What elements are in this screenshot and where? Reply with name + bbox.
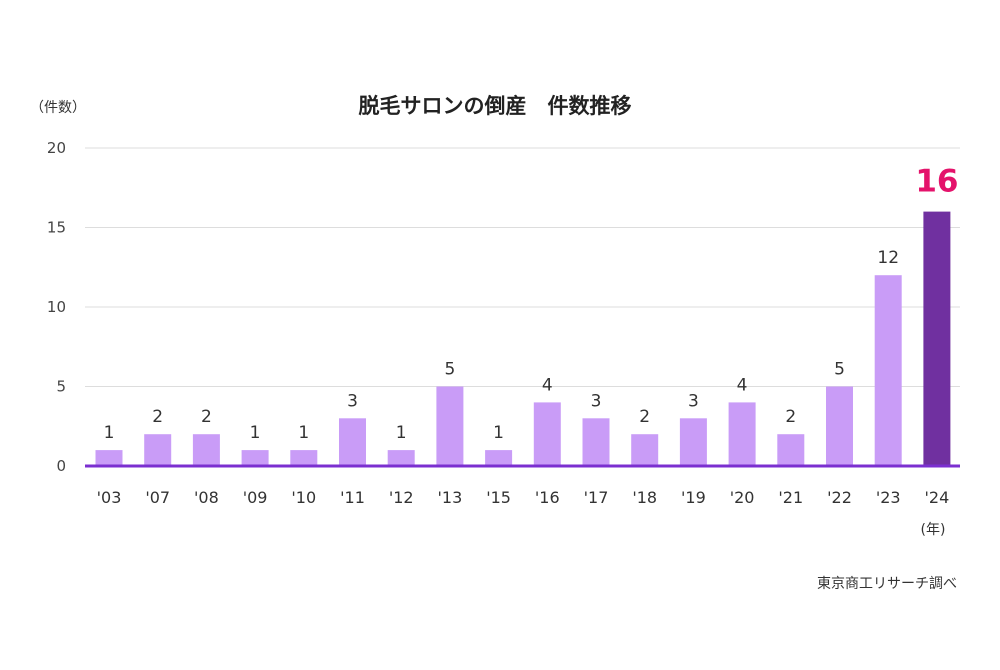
y-tick-label: 20 <box>47 139 66 157</box>
bar <box>582 418 610 466</box>
bars <box>95 211 951 466</box>
x-tick-label: '10 <box>291 488 316 507</box>
bar <box>631 434 659 466</box>
bar <box>679 418 707 466</box>
bar <box>485 450 513 466</box>
data-label: 4 <box>542 375 553 395</box>
data-label: 16 <box>915 164 958 200</box>
x-tick-label: '16 <box>535 488 560 507</box>
bar <box>95 450 123 466</box>
data-label: 2 <box>201 407 212 427</box>
x-tick-label: '24 <box>925 488 950 507</box>
data-label: 12 <box>877 248 899 268</box>
x-tick-label: '09 <box>243 488 268 507</box>
x-tick-label: '21 <box>778 488 803 507</box>
x-tick-label: '17 <box>584 488 609 507</box>
y-tick-label: 5 <box>56 378 66 396</box>
bar <box>436 386 464 466</box>
bar <box>777 434 805 466</box>
y-tick-label: 10 <box>47 298 66 316</box>
data-label: 1 <box>104 423 115 443</box>
x-tick-label: '03 <box>97 488 122 507</box>
bar <box>144 434 172 466</box>
bar <box>192 434 220 466</box>
x-tick-label: '07 <box>145 488 170 507</box>
bar <box>241 450 269 466</box>
x-axis-unit-label: (年) <box>921 522 946 538</box>
bar <box>387 450 415 466</box>
x-tick-label: '11 <box>340 488 365 507</box>
bar <box>533 402 561 466</box>
y-tick-label: 0 <box>56 457 66 475</box>
bar <box>728 402 756 466</box>
x-tick-label: '22 <box>827 488 852 507</box>
source-note: 東京商工リサーチ調べ <box>817 576 957 592</box>
bar <box>826 386 853 466</box>
bar <box>290 450 318 466</box>
gridlines <box>85 147 960 387</box>
data-label: 3 <box>591 391 602 411</box>
data-label: 5 <box>444 360 455 380</box>
x-axis-ticks: '03 '07 '08 '09 '10 '11 '12 '13 '15 '16 '17 '18 '19 '… <box>97 488 950 507</box>
bar <box>339 418 366 466</box>
x-tick-label: '20 <box>730 488 755 507</box>
data-label: 2 <box>785 407 796 427</box>
x-tick-label: '13 <box>438 488 463 507</box>
x-tick-label: '15 <box>486 488 511 507</box>
bar <box>923 211 951 466</box>
data-label: 1 <box>298 423 309 443</box>
data-label: 2 <box>639 407 650 427</box>
data-label: 5 <box>834 360 845 380</box>
x-tick-label: '19 <box>681 488 706 507</box>
y-axis-ticks: 0 5 10 15 20 <box>47 139 66 475</box>
y-tick-label: 15 <box>47 219 66 237</box>
x-tick-label: '23 <box>876 488 901 507</box>
bar <box>874 275 902 466</box>
x-tick-label: '18 <box>632 488 657 507</box>
data-label: 1 <box>250 423 261 443</box>
x-tick-label: '08 <box>194 488 219 507</box>
data-label: 4 <box>737 375 748 395</box>
data-label: 1 <box>493 423 504 443</box>
data-label: 3 <box>688 391 699 411</box>
x-tick-label: '12 <box>389 488 414 507</box>
chart-title: 脱毛サロンの倒産 件数推移 <box>359 94 632 118</box>
data-label: 3 <box>347 391 358 411</box>
y-axis-unit-label: （件数） <box>30 100 86 116</box>
data-label: 1 <box>396 423 407 443</box>
data-label: 2 <box>152 407 163 427</box>
